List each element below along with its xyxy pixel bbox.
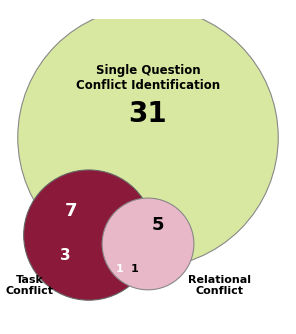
Text: 5: 5 [152, 216, 165, 234]
Text: 1: 1 [131, 264, 139, 274]
Circle shape [24, 170, 154, 300]
Circle shape [102, 198, 194, 290]
Text: 31: 31 [129, 100, 167, 128]
Text: Single Question
Conflict Identification: Single Question Conflict Identification [76, 64, 220, 92]
Text: 3: 3 [60, 248, 70, 263]
Text: 7: 7 [65, 202, 77, 220]
Circle shape [18, 7, 278, 268]
Text: 1: 1 [116, 264, 124, 274]
Text: Task
Conflict: Task Conflict [6, 275, 54, 296]
Text: Relational
Conflict: Relational Conflict [188, 275, 250, 296]
